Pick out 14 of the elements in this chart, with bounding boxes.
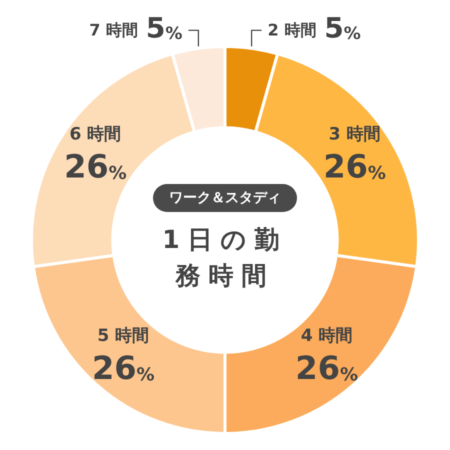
data-label: 5% (324, 12, 361, 45)
slice-label: 6 時間 (69, 124, 122, 145)
slice-label: 7 時間 (89, 20, 138, 40)
data-label: 26% (64, 148, 127, 186)
slice-label: 5 時間 (97, 326, 150, 346)
text: 1日の勤務時間 (161, 224, 289, 292)
text: ワーク＆スタディ (153, 184, 297, 212)
data-label: 5% (146, 12, 182, 45)
slice-label: 3 時間 (328, 124, 381, 145)
data-label: 26% (323, 148, 386, 186)
data-label: 26% (295, 349, 358, 388)
slice-label: 2 時間 (268, 20, 316, 40)
data-label: 26% (92, 349, 155, 388)
slice-label: 4 時間 (300, 326, 353, 346)
